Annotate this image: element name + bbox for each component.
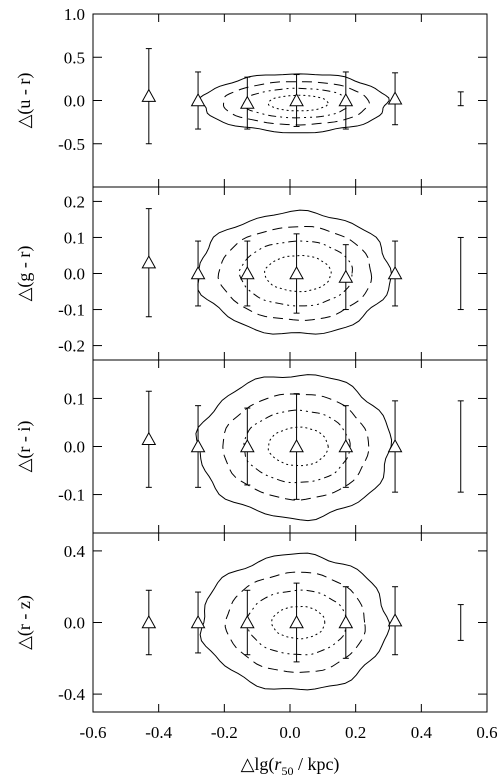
x-tick-label: 0.0 [279, 723, 300, 742]
y-tick-label: 0.1 [64, 389, 85, 408]
density-contour-3 [246, 589, 347, 656]
y-axis-title: △(r - z) [14, 595, 35, 650]
data-point-triangle [141, 431, 157, 445]
data-point-triangle [338, 438, 354, 453]
y-tick-label: 0.2 [64, 192, 85, 211]
data-point-triangle [289, 265, 304, 280]
x-tick-label: 0.4 [411, 723, 433, 742]
panel-frame [92, 359, 488, 534]
data-point-triangle [190, 265, 206, 280]
data-point-triangle [289, 614, 304, 629]
x-axis-title-part: r [274, 754, 282, 774]
panel-frame [92, 186, 488, 361]
panel-4: 0.4 0.0 -0.4 △(r - z) [14, 532, 488, 713]
data-point-triangle [190, 92, 206, 107]
x-tick-label: -0.6 [80, 723, 107, 742]
density-contour-1 [199, 552, 390, 691]
density-contour-4 [267, 94, 329, 112]
x-axis-title: △lg(r50 / kpc) [241, 754, 340, 778]
y-tick-label: 0.4 [64, 542, 86, 561]
y-tick-label: 0.0 [64, 614, 85, 633]
density-contour-2 [217, 225, 373, 321]
density-contour-2 [222, 393, 370, 501]
data-point-triangle [338, 269, 354, 283]
x-tick-label: -0.2 [211, 723, 238, 742]
data-point-triangle [190, 614, 206, 629]
data-point-triangle [141, 614, 157, 629]
data-point-triangle [239, 614, 255, 629]
data-point-triangle [141, 88, 157, 102]
data-point-triangle [190, 438, 206, 453]
x-axis-title-part: / kpc) [293, 754, 339, 775]
density-contour-4 [271, 605, 326, 640]
density-contour-2 [224, 571, 366, 673]
data-point-triangle [387, 438, 403, 453]
y-tick-label: -0.1 [58, 486, 85, 505]
density-contour-2 [222, 81, 370, 126]
data-point-triangle [141, 255, 157, 269]
data-point-triangle [387, 91, 403, 105]
x-axis-title-part: △lg( [241, 754, 275, 775]
y-axis-title: △(u - r) [14, 73, 35, 129]
y-tick-label: 0.0 [64, 92, 85, 111]
data-point-triangle [239, 438, 255, 453]
panel-2: 0.2 0.1 0.0 -0.1 -0.2 △(g - r) [14, 186, 488, 361]
panel-1: 1.0 0.5 0.0 -0.5 △(u - r) [14, 5, 488, 188]
y-tick-label: -0.4 [58, 685, 85, 704]
data-point-triangle [338, 92, 354, 107]
data-point-triangle [338, 614, 354, 629]
y-tick-label: -0.5 [58, 135, 85, 154]
y-tick-label: 1.0 [64, 5, 85, 24]
data-point-triangle [289, 92, 304, 107]
data-point-triangle [239, 265, 255, 280]
y-tick-label: 0.0 [64, 438, 85, 457]
density-contour-4 [264, 255, 332, 293]
panel-3: 0.1 0.0 -0.1 △(r - i) [14, 359, 488, 534]
x-axis-title-part: 50 [281, 764, 293, 778]
y-tick-label: -0.2 [58, 337, 85, 356]
x-tick-label: -0.4 [145, 723, 172, 742]
data-point-triangle [387, 613, 403, 627]
density-contour-3 [243, 409, 351, 484]
y-tick-label: -0.1 [58, 301, 85, 320]
y-tick-label: 0.1 [64, 228, 85, 247]
x-tick-label: 0.2 [345, 723, 366, 742]
density-contour-3 [238, 240, 353, 307]
y-tick-label: 0.5 [64, 48, 85, 67]
data-point-triangle [387, 265, 403, 280]
data-point-triangle [289, 438, 304, 453]
y-axis-title: △(g - r) [14, 246, 35, 302]
data-point-triangle [239, 95, 255, 109]
y-axis-title: △(r - i) [14, 421, 35, 473]
x-tick-label: 0.6 [476, 723, 497, 742]
y-tick-label: 0.0 [64, 265, 85, 284]
